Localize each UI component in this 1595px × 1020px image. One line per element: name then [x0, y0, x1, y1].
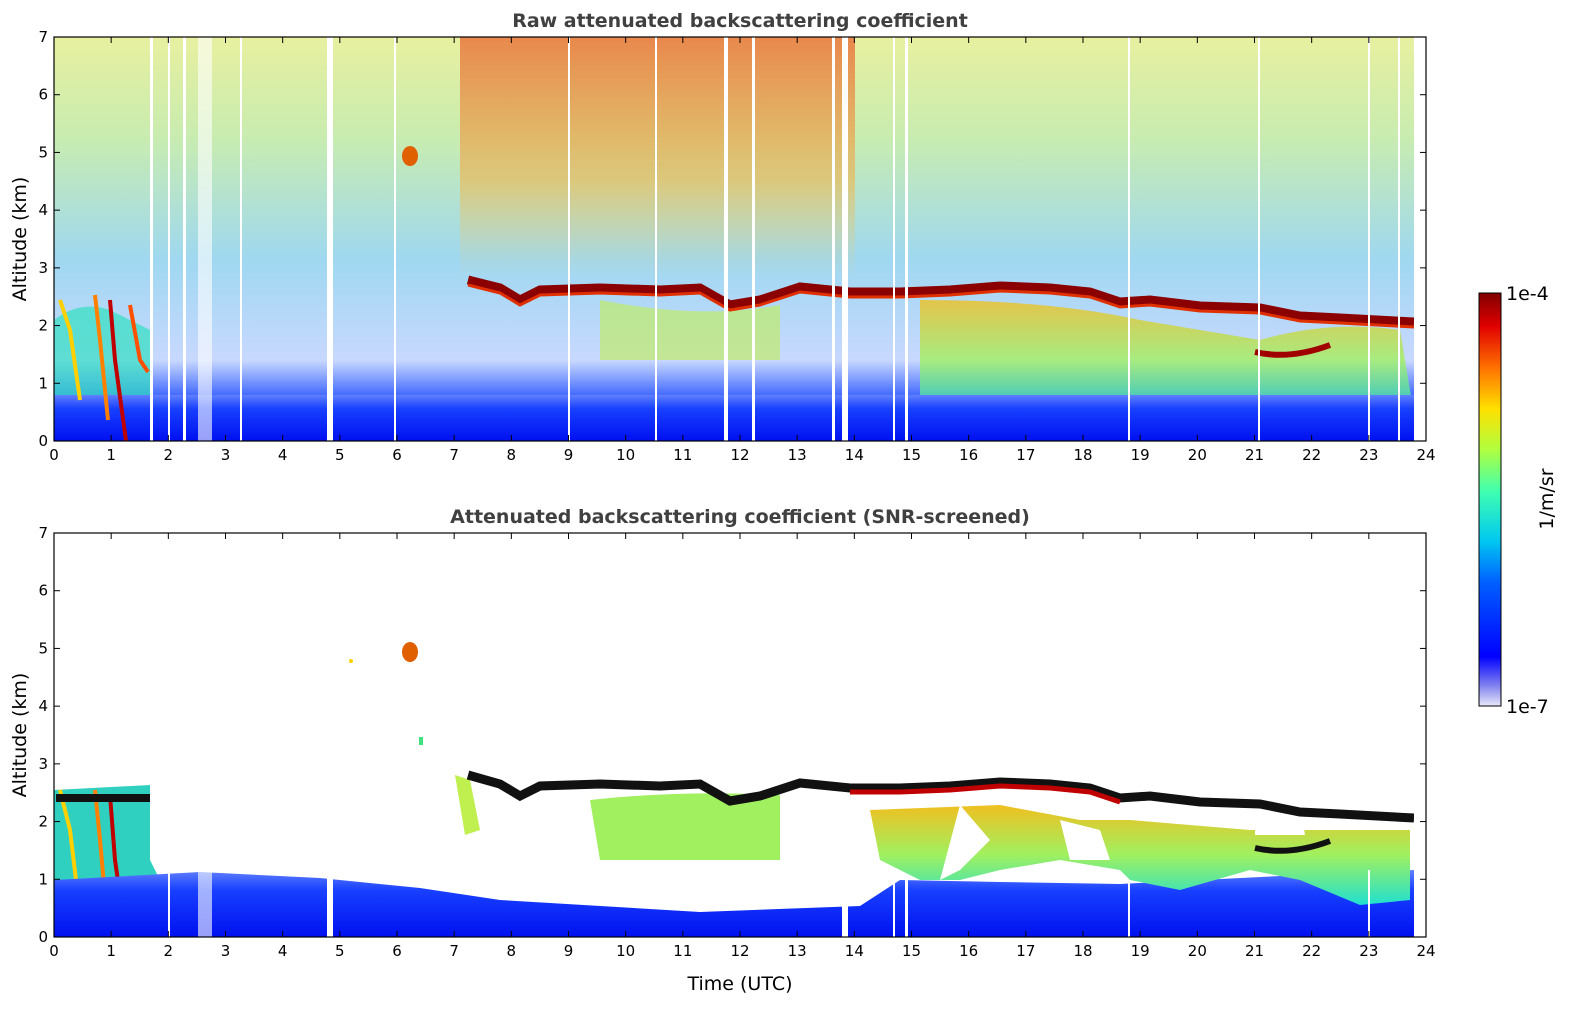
x-tick-label: 23	[1359, 942, 1378, 960]
x-tick-label: 11	[673, 942, 692, 960]
panel-screened-axes: 0 1 2 3 4 5 6 7 8 9 10 11 12 13 14 15 16 17 18 19 20 21 22 23 24…	[38, 524, 1435, 960]
x-tick-label: 4	[278, 446, 288, 464]
colorbar-gradient	[1478, 292, 1502, 707]
x-tick-label: 13	[788, 942, 807, 960]
x-tick-label: 7	[449, 942, 459, 960]
y-tick-label: 3	[38, 259, 48, 277]
colorbar-max-label: 1e-4	[1506, 283, 1549, 305]
y-tick-label: 1	[38, 870, 48, 888]
panel-screened-xlabel: Time (UTC)	[686, 973, 792, 995]
colorbar-unit-label: 1/m/sr	[1536, 468, 1558, 529]
y-tick-label: 5	[38, 639, 48, 657]
x-tick-label: 22	[1302, 446, 1321, 464]
panel-raw-axes: 0 1 2 3 4 5 6 7 8 9 10 11 12 13 14 15 16 17 18 19 20 21 22 23 24…	[38, 28, 1435, 464]
x-tick-label: 18	[1073, 942, 1092, 960]
x-tick-label: 0	[49, 446, 59, 464]
panel-screened: Attenuated backscattering coefficient (S…	[9, 506, 1436, 995]
x-tick-label: 11	[673, 446, 692, 464]
x-tick-label: 13	[788, 446, 807, 464]
x-tick-label: 14	[845, 942, 864, 960]
x-tick-label: 4	[278, 942, 288, 960]
panel-screened-title: Attenuated backscattering coefficient (S…	[450, 506, 1030, 528]
x-tick-label: 5	[335, 942, 345, 960]
x-tick-label: 1	[106, 446, 116, 464]
panel-raw-heatmap	[54, 37, 1426, 441]
x-tick-label: 3	[221, 446, 231, 464]
x-tick-label: 2	[164, 446, 174, 464]
x-tick-label: 16	[959, 446, 978, 464]
colorbar-min-label: 1e-7	[1506, 696, 1549, 718]
x-tick-label: 20	[1188, 446, 1207, 464]
x-tick-label: 8	[507, 942, 517, 960]
y-tick-label: 1	[38, 374, 48, 392]
y-tick-label: 7	[38, 524, 48, 542]
x-tick-label: 20	[1188, 942, 1207, 960]
x-tick-label: 15	[902, 446, 921, 464]
x-tick-label: 6	[392, 942, 402, 960]
x-tick-label: 5	[335, 446, 345, 464]
colorbar: 1e-4 1e-7 1/m/sr	[1478, 283, 1558, 718]
x-tick-label: 6	[392, 446, 402, 464]
y-tick-label: 6	[38, 582, 48, 600]
y-tick-label: 4	[38, 697, 48, 715]
x-tick-label: 19	[1131, 446, 1150, 464]
x-tick-label: 21	[1245, 942, 1264, 960]
x-tick-label: 14	[845, 446, 864, 464]
y-tick-label: 6	[38, 86, 48, 104]
y-tick-label: 0	[38, 432, 48, 450]
x-tick-label: 10	[616, 446, 635, 464]
x-tick-label: 22	[1302, 942, 1321, 960]
x-tick-label: 3	[221, 942, 231, 960]
y-tick-label: 0	[38, 928, 48, 946]
x-tick-label: 0	[49, 942, 59, 960]
x-tick-label: 12	[730, 942, 749, 960]
x-tick-label: 23	[1359, 446, 1378, 464]
panel-screened-heatmap	[54, 533, 1426, 937]
panel-raw: Raw attenuated backscattering coefficien…	[9, 10, 1436, 464]
x-tick-label: 10	[616, 942, 635, 960]
y-tick-label: 7	[38, 28, 48, 46]
x-tick-label: 1	[106, 942, 116, 960]
x-tick-label: 24	[1416, 446, 1435, 464]
y-tick-label: 2	[38, 317, 48, 335]
x-tick-label: 8	[507, 446, 517, 464]
y-tick-label: 5	[38, 143, 48, 161]
x-tick-label: 16	[959, 942, 978, 960]
panel-raw-title: Raw attenuated backscattering coefficien…	[512, 10, 968, 32]
x-tick-label: 24	[1416, 942, 1435, 960]
y-tick-label: 2	[38, 813, 48, 831]
panel-raw-ylabel: Altitude (km)	[9, 177, 31, 302]
x-tick-label: 9	[564, 942, 574, 960]
x-tick-label: 17	[1016, 446, 1035, 464]
x-tick-label: 19	[1131, 942, 1150, 960]
x-tick-label: 2	[164, 942, 174, 960]
x-tick-label: 17	[1016, 942, 1035, 960]
y-tick-label: 4	[38, 201, 48, 219]
y-tick-label: 3	[38, 755, 48, 773]
x-tick-label: 7	[449, 446, 459, 464]
x-tick-label: 12	[730, 446, 749, 464]
x-tick-label: 9	[564, 446, 574, 464]
panel-screened-ylabel: Altitude (km)	[9, 673, 31, 798]
x-tick-label: 15	[902, 942, 921, 960]
x-tick-label: 21	[1245, 446, 1264, 464]
x-tick-label: 18	[1073, 446, 1092, 464]
